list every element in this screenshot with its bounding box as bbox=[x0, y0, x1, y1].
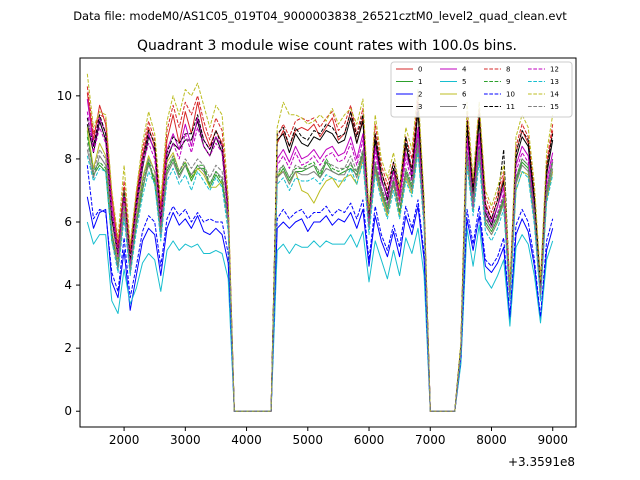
data-file-label: Data file: modeM0/AS1C05_019T04_90000038… bbox=[73, 9, 567, 23]
x-tick-label: 8000 bbox=[476, 433, 507, 447]
y-tick-label: 4 bbox=[64, 278, 72, 292]
series-line-14 bbox=[86, 73, 554, 412]
series-line-10 bbox=[86, 165, 554, 412]
x-tick-label: 9000 bbox=[537, 433, 568, 447]
legend-label-6: 6 bbox=[462, 91, 467, 99]
series-line-7 bbox=[86, 145, 554, 412]
series-line-2 bbox=[86, 196, 554, 412]
x-axis-offset-label: +3.3591e8 bbox=[508, 455, 575, 469]
x-tick-label: 5000 bbox=[293, 433, 324, 447]
legend-label-2: 2 bbox=[418, 91, 422, 99]
x-tick-label: 7000 bbox=[415, 433, 446, 447]
legend-label-13: 13 bbox=[550, 78, 559, 86]
y-tick-label: 0 bbox=[64, 404, 72, 418]
legend-label-11: 11 bbox=[506, 103, 515, 111]
legend-label-14: 14 bbox=[550, 91, 559, 99]
series-line-9 bbox=[86, 136, 554, 412]
legend-label-10: 10 bbox=[506, 91, 515, 99]
legend-label-5: 5 bbox=[462, 78, 466, 86]
y-tick-label: 10 bbox=[57, 89, 72, 103]
chart-title: Quadrant 3 module wise count rates with … bbox=[137, 38, 517, 54]
series-line-8 bbox=[86, 86, 554, 412]
y-axis: 0 2 4 6 8 10 bbox=[57, 89, 80, 418]
legend-label-12: 12 bbox=[550, 66, 559, 74]
legend-label-15: 15 bbox=[550, 103, 559, 111]
x-axis: 2000 3000 4000 5000 6000 7000 8000 9000 bbox=[109, 427, 568, 447]
legend-label-3: 3 bbox=[418, 103, 422, 111]
y-tick-label: 8 bbox=[64, 152, 72, 166]
legend-label-9: 9 bbox=[506, 78, 510, 86]
series-layer bbox=[86, 73, 554, 412]
series-line-13 bbox=[86, 152, 554, 412]
series-line-5 bbox=[86, 221, 554, 412]
x-tick-label: 6000 bbox=[354, 433, 385, 447]
x-tick-label: 4000 bbox=[231, 433, 262, 447]
legend-label-0: 0 bbox=[418, 66, 422, 74]
x-tick-label: 3000 bbox=[170, 433, 201, 447]
y-tick-label: 6 bbox=[64, 215, 72, 229]
legend-label-8: 8 bbox=[506, 66, 510, 74]
legend-frame bbox=[390, 61, 573, 118]
legend-label-1: 1 bbox=[418, 78, 422, 86]
y-tick-label: 2 bbox=[64, 341, 72, 355]
legend-label-4: 4 bbox=[462, 66, 467, 74]
legend-label-7: 7 bbox=[462, 103, 466, 111]
series-line-11 bbox=[86, 104, 554, 412]
series-line-15 bbox=[86, 139, 554, 412]
axes-frame bbox=[79, 57, 577, 428]
x-tick-label: 2000 bbox=[109, 433, 140, 447]
